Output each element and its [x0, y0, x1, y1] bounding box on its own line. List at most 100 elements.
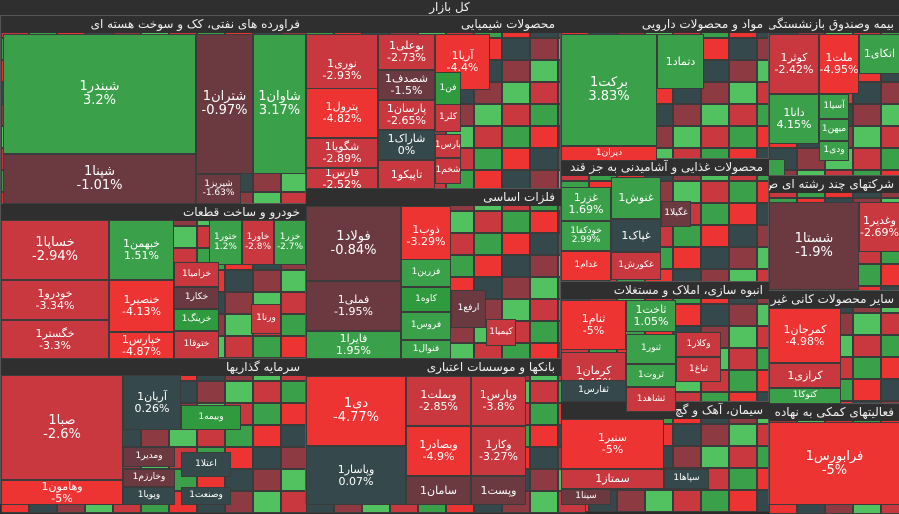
- stock-tile[interactable]: ختور1 1.2%: [209, 220, 242, 265]
- stock-tile[interactable]: فروس1: [401, 312, 451, 340]
- stock-tile[interactable]: ذوب1 -3.29%: [401, 206, 451, 266]
- stock-tile[interactable]: فملی1 -1.95%: [306, 281, 401, 331]
- stock-tile[interactable]: شخم1: [435, 158, 461, 184]
- stock-tile[interactable]: وبملت1 -2.85%: [406, 376, 471, 426]
- stock-tile[interactable]: ثروت1: [626, 364, 676, 387]
- stock-tile[interactable]: شصدف1 -1.5%: [378, 70, 435, 100]
- stock-tile[interactable]: دتماد1: [657, 34, 704, 89]
- stock-tile[interactable]: کاوه1: [401, 287, 451, 312]
- stock-tile[interactable]: کرازی1: [769, 363, 841, 388]
- stock-tile[interactable]: سپاها1: [664, 469, 709, 489]
- stock-tile[interactable]: بوعلی1 -2.73%: [378, 34, 435, 70]
- stock-tile[interactable]: خبهمن1 1.51%: [109, 220, 174, 280]
- stock-tile[interactable]: فزرین1: [401, 259, 451, 287]
- stock-tile[interactable]: پترول1 -4.82%: [306, 88, 378, 138]
- stock-tile[interactable]: ثفارس1: [561, 380, 626, 402]
- stock-tile[interactable]: وصنعت1: [181, 487, 231, 505]
- stock-tile[interactable]: ثنور1: [626, 334, 676, 364]
- stock-tile[interactable]: غگیلا1: [661, 201, 691, 227]
- stock-tile[interactable]: غنوش1: [611, 177, 661, 219]
- stock-tile[interactable]: وبیمه1: [181, 405, 241, 430]
- stock-tile[interactable]: خکار1: [174, 287, 219, 309]
- stock-tile[interactable]: غزر1 1.69%: [561, 187, 611, 221]
- stock-tile[interactable]: خاور1 -2.8%: [242, 220, 274, 265]
- stock-tile[interactable]: فن1: [435, 72, 461, 106]
- stock-tile[interactable]: شبندر1 3.2%: [3, 34, 196, 154]
- stock-tile[interactable]: دی1 -4.77%: [306, 376, 406, 446]
- stock-tile[interactable]: خپارس1 -4.87%: [109, 332, 174, 359]
- stock-tile[interactable]: میهن1: [819, 119, 849, 141]
- stock-tile[interactable]: خودرو1 -3.34%: [1, 280, 109, 320]
- stock-tile[interactable]: تاپیکو1: [378, 160, 435, 189]
- stock-tile[interactable]: وپویا1: [123, 487, 175, 505]
- stock-tile[interactable]: فرابورس1 -5%: [769, 422, 899, 505]
- stock-tile[interactable]: خزر1 -2.7%: [274, 220, 306, 265]
- stock-tile[interactable]: وغدیر1 -2.69%: [859, 202, 899, 252]
- filler-tile: [530, 211, 558, 233]
- stock-tile[interactable]: خودکفا1 2.99%: [561, 221, 611, 251]
- stock-tile[interactable]: ثشاهد1: [626, 387, 676, 412]
- stock-tile[interactable]: سینا1: [561, 489, 611, 505]
- stock-tile[interactable]: وخارزم1: [123, 469, 175, 487]
- stock-tile[interactable]: غدام1: [561, 251, 611, 281]
- stock-tile[interactable]: سنیر1 -5%: [561, 419, 664, 469]
- stock-tile[interactable]: کلر1: [435, 104, 461, 132]
- stock-tile[interactable]: ومدیر1: [123, 447, 175, 467]
- stock-tile[interactable]: وکار1 -3.27%: [471, 426, 526, 476]
- stock-name: اعتلا1: [195, 458, 217, 469]
- stock-tile[interactable]: خگستر1 -3.3%: [1, 320, 109, 359]
- stock-tile[interactable]: وپست1: [471, 476, 526, 505]
- stock-tile[interactable]: ارفع1: [451, 290, 486, 328]
- stock-tile[interactable]: شتران1 -0.97%: [196, 34, 253, 174]
- stock-tile[interactable]: غپاک1: [611, 219, 661, 252]
- stock-tile[interactable]: کیمیا1: [486, 319, 516, 346]
- stock-tile[interactable]: غکورش1: [611, 252, 661, 280]
- stock-tile[interactable]: فولاد1 -0.84%: [306, 206, 401, 281]
- stock-tile[interactable]: سامان1: [406, 476, 471, 505]
- sector-header: فلزات اساسی: [306, 189, 561, 206]
- stock-tile[interactable]: شیریز1 -1.63%: [196, 174, 241, 204]
- stock-tile[interactable]: کتوکا1: [769, 388, 841, 404]
- stock-tile[interactable]: اتکای1: [859, 34, 899, 74]
- filler-tile: [701, 181, 729, 203]
- stock-tile[interactable]: ثاخت1 1.05%: [626, 300, 676, 332]
- stock-tile[interactable]: خساپا1 -2.94%: [1, 220, 109, 280]
- stock-tile[interactable]: خنصیر1 -4.13%: [109, 280, 174, 332]
- stock-tile[interactable]: دانا1 4.15%: [769, 94, 819, 144]
- stock-tile[interactable]: پارس1: [435, 134, 461, 158]
- stock-tile[interactable]: شاوان1 3.17%: [253, 34, 306, 174]
- stock-tile[interactable]: فایرا1 1.95%: [306, 331, 401, 359]
- stock-tile[interactable]: ملت1 -4.95%: [819, 34, 859, 94]
- stock-tile[interactable]: خرینگ1: [174, 309, 219, 331]
- stock-tile[interactable]: ثنام1 -5%: [561, 300, 626, 350]
- stock-tile[interactable]: شاراک1 0%: [378, 130, 435, 160]
- stock-tile[interactable]: ودی1: [819, 141, 849, 161]
- stock-tile[interactable]: وکلار1: [676, 332, 721, 357]
- stock-tile[interactable]: وهامون1 -5%: [1, 480, 123, 505]
- stock-tile[interactable]: فارس1 -2.52%: [306, 168, 378, 189]
- stock-tile[interactable]: ثباغ1: [676, 357, 721, 382]
- stock-tile[interactable]: صبا1 -2.6%: [1, 375, 123, 480]
- stock-tile[interactable]: ختوقا1: [174, 331, 219, 359]
- stock-tile[interactable]: وپارس1 -3.8%: [471, 376, 526, 426]
- stock-tile[interactable]: فنوال1: [401, 340, 451, 359]
- stock-tile[interactable]: پارسان1 -2.65%: [378, 100, 435, 130]
- sector-15: بانکها و موسسات اعتباری دی1 -4.77% وبملت1 -2…: [305, 358, 586, 513]
- stock-tile[interactable]: اعتلا1: [181, 452, 231, 477]
- stock-name: شصدف1: [385, 72, 428, 86]
- stock-tile[interactable]: کوثر1 -2.42%: [769, 34, 819, 94]
- stock-tile[interactable]: شگویا1 -2.89%: [306, 138, 378, 168]
- stock-tile[interactable]: وبصادر1 -4.9%: [406, 426, 471, 476]
- stock-tile[interactable]: ورنا1: [251, 304, 281, 334]
- stock-tile[interactable]: برکت1 3.83%: [561, 34, 657, 146]
- stock-tile[interactable]: وپاسار1 0.07%: [306, 446, 406, 505]
- stock-tile[interactable]: کمرجان1 -4.98%: [769, 308, 841, 363]
- stock-tile[interactable]: آسیا1: [819, 94, 849, 119]
- stock-tile[interactable]: آریان1 0.26%: [123, 375, 181, 430]
- stock-tile[interactable]: دیران1: [561, 146, 657, 161]
- stock-tile[interactable]: سمتاز1: [561, 469, 664, 489]
- stock-tile[interactable]: شستا1 -1.9%: [769, 202, 859, 290]
- stock-name: خزامیا1: [181, 268, 212, 279]
- stock-tile[interactable]: خزامیا1: [174, 262, 219, 287]
- stock-tile[interactable]: شپنا1 -1.01%: [3, 154, 196, 204]
